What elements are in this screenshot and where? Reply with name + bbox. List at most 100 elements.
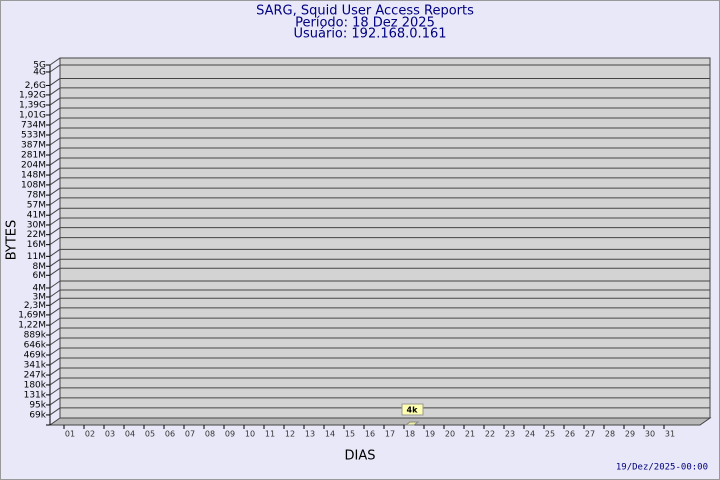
value-label-box — [401, 403, 424, 416]
x-tick-label: 05 — [145, 430, 155, 439]
y-tick-label: 469k — [24, 351, 47, 361]
x-tick-label: 12 — [285, 430, 295, 439]
y-tick-label: 1,92G — [19, 90, 46, 100]
x-tick-label: 08 — [205, 430, 215, 439]
grid-diagonal — [49, 197, 61, 206]
y-tick-label: 57M — [27, 200, 46, 210]
y-tick-label: 41M — [27, 211, 46, 221]
y-tick-label: 148M — [21, 171, 46, 181]
grid-diagonal — [49, 317, 61, 326]
x-tick-label: 30 — [645, 430, 655, 439]
x-tick-label: 20 — [445, 430, 455, 439]
grid-diagonal — [49, 117, 61, 126]
x-tick-label: 19 — [425, 430, 435, 439]
grid-diagonal — [49, 258, 61, 267]
grid-diagonal — [49, 289, 61, 298]
grid-diagonal — [49, 187, 61, 196]
y-tick-label: 30M — [27, 220, 46, 230]
x-tick-label: 18 — [405, 430, 415, 439]
y-tick-label: 2,6G — [25, 81, 46, 91]
x-tick-label: 10 — [245, 430, 255, 439]
y-tick-label: 22M — [27, 230, 46, 240]
grid-diagonal — [49, 377, 61, 386]
x-tick-label: 02 — [85, 430, 95, 439]
grid-diagonal — [49, 78, 61, 86]
y-axis-label: BYTES — [5, 220, 20, 261]
y-tick-label: 734M — [21, 120, 46, 130]
grid-diagonal — [49, 57, 61, 66]
x-tick-label: 01 — [65, 430, 75, 439]
x-tick-label: 24 — [525, 430, 535, 439]
bar-top — [404, 421, 420, 426]
x-tick-label: 14 — [325, 430, 335, 439]
x-tick-label: 22 — [485, 430, 495, 439]
x-tick-label: 25 — [545, 430, 555, 439]
y-tick-label: 69k — [29, 410, 46, 420]
grid-diagonal — [49, 337, 61, 346]
y-tick-label: 533M — [21, 131, 46, 141]
y-tick-label: 3M — [33, 292, 47, 302]
y-tick-label: 1,22M — [18, 321, 46, 331]
y-tick-label: 5G — [33, 61, 46, 71]
y-tick-label: 247k — [24, 371, 47, 381]
grid-diagonal — [49, 237, 61, 246]
y-tick-label: 95k — [29, 400, 46, 410]
value-label: 4k — [407, 406, 419, 415]
grid-diagonal — [49, 387, 61, 396]
grid-diagonal — [49, 137, 61, 146]
chart-title: SARG, Squid User Access Reports — [256, 4, 474, 19]
grid-diagonal — [49, 347, 61, 356]
x-tick-label: 16 — [365, 430, 375, 439]
grid-diagonal — [49, 127, 61, 136]
x-tick-label: 17 — [385, 430, 395, 439]
plot-floor — [48, 417, 712, 426]
grid-diagonal — [49, 407, 61, 416]
y-tick-label: 281M — [21, 151, 46, 161]
grid-diagonal — [49, 207, 61, 216]
x-tick-label: 06 — [165, 430, 175, 439]
y-tick-label: 2,3M — [24, 301, 46, 311]
x-tick-label: 13 — [305, 430, 315, 439]
x-axis-label: DIAS — [345, 449, 376, 464]
y-tick-label: 1,01G — [19, 111, 46, 121]
x-tick-label: 31 — [665, 430, 675, 439]
y-tick-label: 341k — [24, 360, 47, 370]
y-tick-label: 646k — [24, 340, 47, 350]
y-tick-label: 1,39G — [19, 101, 46, 111]
y-tick-label: 6M — [33, 271, 47, 281]
y-tick-label: 78M — [27, 191, 46, 201]
y-tick-label: 108M — [21, 180, 46, 190]
x-tick-label: 04 — [125, 430, 135, 439]
y-tick-label: 4G — [33, 67, 46, 77]
grid-diagonal — [49, 367, 61, 376]
grid-diagonal — [49, 267, 61, 276]
chart-user: Usuário: 192.168.0.161 — [293, 27, 446, 42]
x-tick-label: 29 — [625, 430, 635, 439]
x-tick-label: 26 — [565, 430, 575, 439]
y-tick-label: 180k — [24, 380, 47, 390]
grid-diagonal — [49, 280, 61, 289]
grid-diagonal — [49, 97, 61, 106]
x-tick-label: 28 — [605, 430, 615, 439]
x-tick-label: 23 — [505, 430, 515, 439]
x-tick-label: 27 — [585, 430, 595, 439]
x-tick-label: 03 — [105, 430, 115, 439]
grid-diagonal — [49, 297, 61, 306]
chart-subtitle: Período: 18 Dez 2025 — [295, 16, 435, 31]
y-tick-label: 1,69M — [18, 310, 46, 320]
y-tick-label: 387M — [21, 141, 46, 151]
footer-date: 19/Dez/2025-00:00 — [616, 463, 708, 473]
x-tick-label: 21 — [465, 430, 475, 439]
grid-diagonal — [49, 217, 61, 226]
y-tick-label: 16M — [27, 240, 46, 250]
x-tick-label: 11 — [265, 430, 275, 439]
x-tick-label: 09 — [225, 430, 235, 439]
grid-diagonal — [49, 107, 61, 116]
grid-diagonal — [49, 64, 61, 73]
grid-diagonal — [49, 167, 61, 176]
grid-diagonal — [49, 248, 61, 257]
grid-diagonal — [49, 87, 61, 96]
y-tick-label: 11M — [27, 252, 46, 262]
grid-diagonal — [49, 327, 61, 336]
grid-diagonal — [49, 147, 61, 156]
